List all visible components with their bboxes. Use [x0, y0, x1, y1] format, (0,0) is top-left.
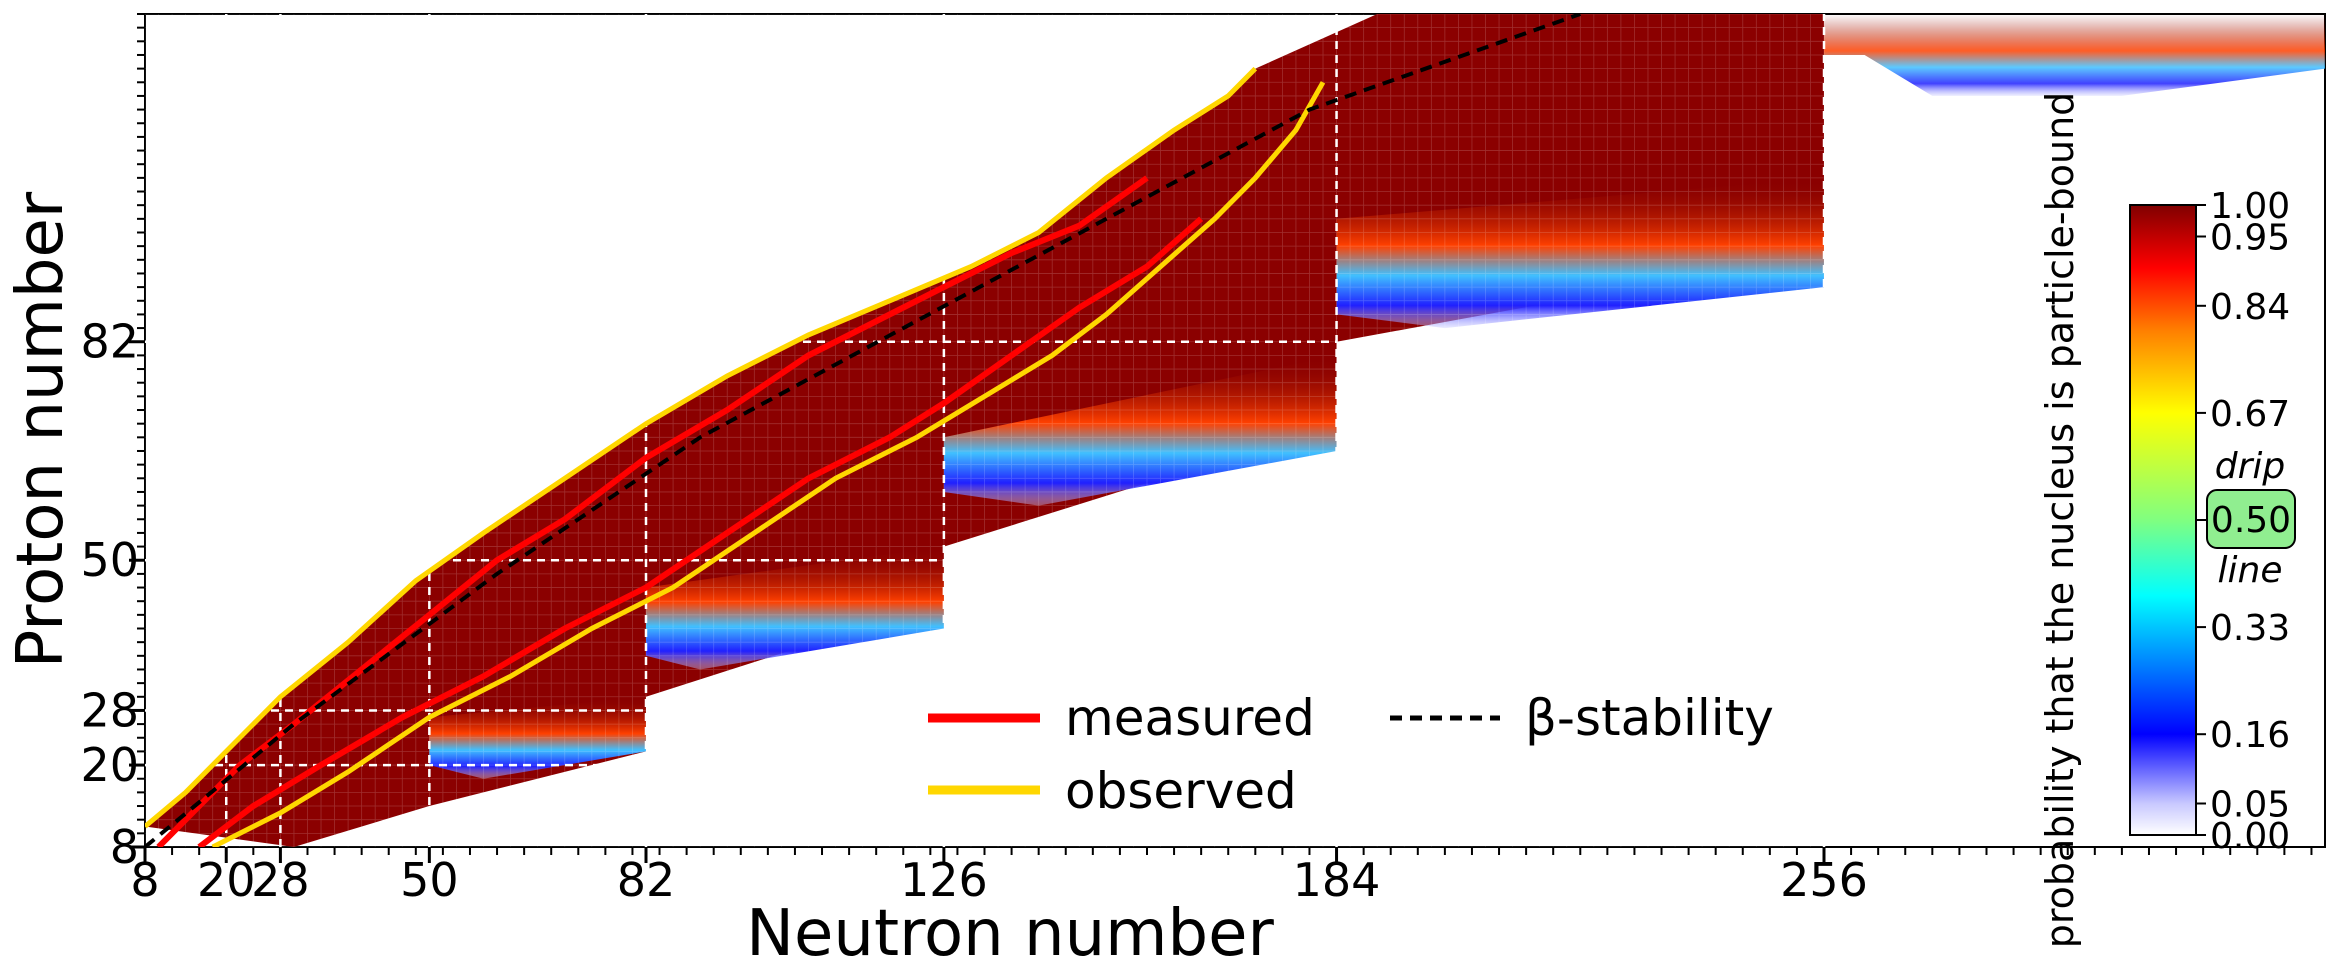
- transition-fringe: [429, 696, 646, 779]
- series-layer: [145, 14, 1581, 847]
- y-axis-label: Proton number: [4, 191, 78, 668]
- y-tick-label: 28: [80, 683, 139, 737]
- y-tick-label: 20: [80, 738, 139, 792]
- x-tick-label: 28: [251, 853, 310, 907]
- x-tick-label: 184: [1293, 853, 1381, 907]
- series-beta-stability: [145, 14, 1581, 847]
- colorbar-tick-label: 0.84: [2210, 287, 2290, 328]
- x-tick-label: 20: [197, 853, 256, 907]
- x-tick-label: 126: [900, 853, 988, 907]
- x-tick-label: 50: [400, 853, 459, 907]
- colorbar-drip-value: 0.50: [2211, 500, 2291, 541]
- y-tick-label: 50: [80, 533, 139, 587]
- colorbar-ticks: 0.000.05 0.16 0.33 0.67 0.84 0.951.00: [2196, 186, 2290, 857]
- colorbar-tick-label: 1.00: [2210, 186, 2290, 227]
- colorbar-tick-label: 0.95: [2210, 218, 2290, 259]
- colorbar-tick-label: 0.33: [2210, 608, 2290, 649]
- magic-number-lines: [145, 14, 1826, 847]
- x-axis-label: Neutron number: [746, 897, 1274, 971]
- colorbar-tick-label: 0.05: [2210, 785, 2290, 826]
- y-tick-label: 82: [80, 315, 139, 369]
- colorbar-gradient: [2129, 204, 2197, 836]
- colorbar-tick-label: 0.67: [2210, 394, 2290, 435]
- transition-fringe: [646, 546, 944, 670]
- colorbar-drip-badge: [2206, 489, 2296, 549]
- y-tick-label: 8: [110, 820, 139, 874]
- x-tick-label: 8: [130, 853, 159, 907]
- colorbar-tick-label: 0.16: [2210, 715, 2290, 756]
- island-region: [1824, 14, 2325, 96]
- transition-fringe: [943, 355, 1337, 506]
- series-measured-upper: [156, 175, 1149, 847]
- series-observed-lower: [211, 81, 1326, 847]
- legend-beta-stability-label: β-stability: [1525, 689, 1774, 747]
- legend-measured-label: measured: [1065, 689, 1315, 747]
- colorbar-label: probability that the nucleus is particle…: [2038, 92, 2082, 949]
- transition-fringe: [1336, 177, 1824, 329]
- legend-observed-label: observed: [1065, 762, 1297, 820]
- x-tick-label: 82: [617, 853, 676, 907]
- colorbar-tick-label: 0.00: [2210, 816, 2290, 857]
- colorbar: 0.000.05 0.16 0.33 0.67 0.84 0.951.00 probabi…: [2038, 92, 2296, 949]
- colorbar-line-label: line: [2218, 550, 2283, 591]
- x-tick-label: 256: [1780, 853, 1868, 907]
- series-observed-upper: [145, 66, 1258, 829]
- series-measured-lower: [197, 216, 1204, 847]
- heatmap-region: [145, 14, 2325, 847]
- colorbar-drip-label: drip: [2215, 446, 2286, 487]
- legend: measured observed β-stability: [928, 689, 1774, 820]
